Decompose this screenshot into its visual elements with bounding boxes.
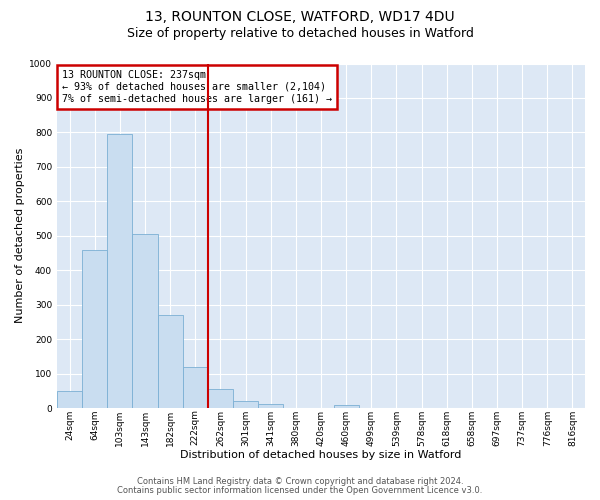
X-axis label: Distribution of detached houses by size in Watford: Distribution of detached houses by size … bbox=[181, 450, 462, 460]
Text: Contains public sector information licensed under the Open Government Licence v3: Contains public sector information licen… bbox=[118, 486, 482, 495]
Bar bbox=[82, 250, 107, 408]
Bar bbox=[133, 234, 158, 408]
Bar bbox=[107, 134, 133, 408]
Bar bbox=[258, 404, 283, 408]
Text: Contains HM Land Registry data © Crown copyright and database right 2024.: Contains HM Land Registry data © Crown c… bbox=[137, 477, 463, 486]
Bar bbox=[158, 315, 183, 408]
Text: Size of property relative to detached houses in Watford: Size of property relative to detached ho… bbox=[127, 28, 473, 40]
Bar bbox=[208, 389, 233, 408]
Text: 13 ROUNTON CLOSE: 237sqm
← 93% of detached houses are smaller (2,104)
7% of semi: 13 ROUNTON CLOSE: 237sqm ← 93% of detach… bbox=[62, 70, 332, 104]
Text: 13, ROUNTON CLOSE, WATFORD, WD17 4DU: 13, ROUNTON CLOSE, WATFORD, WD17 4DU bbox=[145, 10, 455, 24]
Y-axis label: Number of detached properties: Number of detached properties bbox=[15, 148, 25, 324]
Bar bbox=[334, 406, 359, 408]
Bar bbox=[57, 391, 82, 408]
Bar bbox=[183, 366, 208, 408]
Bar bbox=[233, 401, 258, 408]
